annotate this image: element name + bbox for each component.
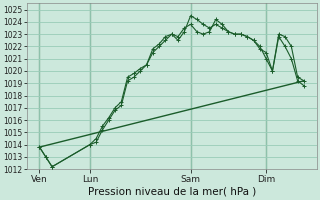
X-axis label: Pression niveau de la mer( hPa ): Pression niveau de la mer( hPa ) — [88, 187, 256, 197]
